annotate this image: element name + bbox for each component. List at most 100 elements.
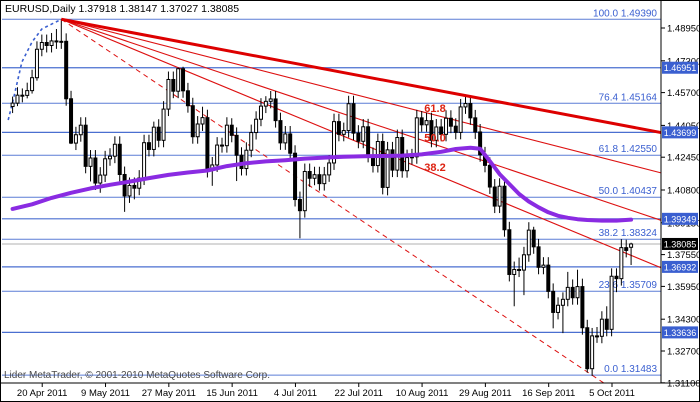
candle-body [512, 269, 517, 275]
candle-body [156, 126, 161, 141]
candle-body [34, 48, 39, 79]
candle [49, 32, 54, 53]
price-tag-bg [662, 126, 698, 139]
price-tag: 1.33636 [662, 326, 698, 339]
candle [478, 124, 483, 162]
fib-level-label: 23.6 1.35709 [599, 280, 658, 291]
price-tag-bg [662, 326, 698, 339]
candle [468, 95, 473, 125]
price-tag: 1.36932 [662, 260, 698, 273]
candle-body [273, 98, 278, 122]
candle-body [263, 100, 268, 107]
ma-curve [10, 145, 634, 223]
candle-body [205, 117, 210, 172]
candle [604, 306, 609, 337]
candle-body [614, 275, 619, 280]
candle [10, 96, 15, 114]
candle [88, 150, 93, 182]
candle-body [234, 134, 239, 156]
candle-body [473, 117, 478, 133]
candle-body [385, 149, 390, 188]
fan-level-label: 61.8 [424, 103, 445, 115]
price-tag-bg [662, 61, 698, 74]
candle [239, 147, 244, 176]
candles-layer[interactable] [10, 19, 634, 376]
candle [541, 257, 546, 275]
candle-body [599, 318, 604, 337]
chart-title: EURUSD,Daily 1.37918 1.38147 1.37027 1.3… [5, 3, 239, 15]
candle-body [127, 184, 132, 197]
candle-body [448, 117, 453, 127]
candle [507, 221, 512, 282]
candle [166, 71, 171, 117]
price-tag-text: 1.33636 [664, 328, 697, 338]
candle-body [375, 140, 380, 167]
candle [93, 150, 98, 190]
thick-trendline[interactable] [61, 17, 662, 135]
candle [419, 111, 424, 132]
price-tag: 1.39349 [662, 212, 698, 225]
candle-body [195, 123, 200, 138]
candle [595, 326, 599, 343]
candle [370, 147, 375, 173]
candle-body [312, 174, 317, 179]
candle-body [268, 98, 273, 102]
candle-body [93, 157, 98, 184]
candle-body [346, 103, 351, 132]
candle-body [327, 162, 332, 176]
y-tick-label: 1.32700 [667, 346, 699, 357]
candle [448, 110, 453, 134]
candle [283, 125, 288, 150]
candle [526, 222, 531, 262]
sketch-curve[interactable] [7, 18, 62, 121]
candle [64, 33, 69, 106]
candle-body [88, 157, 93, 167]
candle-body [83, 124, 88, 167]
candle-body [619, 247, 624, 280]
dashed-trend-curve [7, 18, 62, 121]
candle [268, 91, 273, 109]
candle-body [317, 174, 322, 185]
x-tick-label: 22 Jul 2011 [335, 388, 383, 399]
candle [512, 261, 517, 307]
price-tag-bg [662, 260, 698, 273]
candle-body [356, 132, 361, 142]
candle-body [517, 269, 522, 272]
candle [434, 119, 439, 148]
candle-body [122, 173, 127, 197]
horizontal-lines[interactable] [2, 67, 661, 333]
candle [629, 242, 634, 265]
candle-body [215, 144, 220, 166]
candle [351, 95, 356, 141]
fib-level-label: 38.2 1.38324 [599, 228, 658, 239]
candle-body [526, 229, 531, 256]
candle-body [531, 229, 536, 248]
candle [560, 292, 565, 334]
candle [288, 125, 293, 161]
candle [332, 113, 337, 170]
candle [536, 238, 541, 275]
fibonacci-fan[interactable] [61, 18, 662, 384]
candle [356, 125, 361, 149]
fib-level-label: 76.4 1.45164 [599, 92, 658, 103]
candle [517, 257, 522, 278]
candle [492, 179, 497, 214]
candle [44, 34, 49, 53]
candle [200, 106, 205, 131]
candle [273, 91, 278, 128]
candle [185, 82, 190, 113]
candle-body [288, 133, 293, 154]
fibonacci-retracement[interactable]: 100.0 1.49390 76.4 1.45164 61.8 1.42550 50.… [2, 8, 661, 376]
fan-base-line [61, 18, 605, 384]
candle-body [64, 40, 69, 100]
price-tag-text: 1.46951 [664, 63, 697, 73]
moving-average-line[interactable] [10, 145, 634, 223]
candle [263, 96, 268, 114]
candle [215, 137, 220, 172]
candle [497, 178, 502, 214]
candle-body [585, 327, 590, 370]
candle [599, 311, 604, 344]
candle-body [39, 42, 44, 50]
